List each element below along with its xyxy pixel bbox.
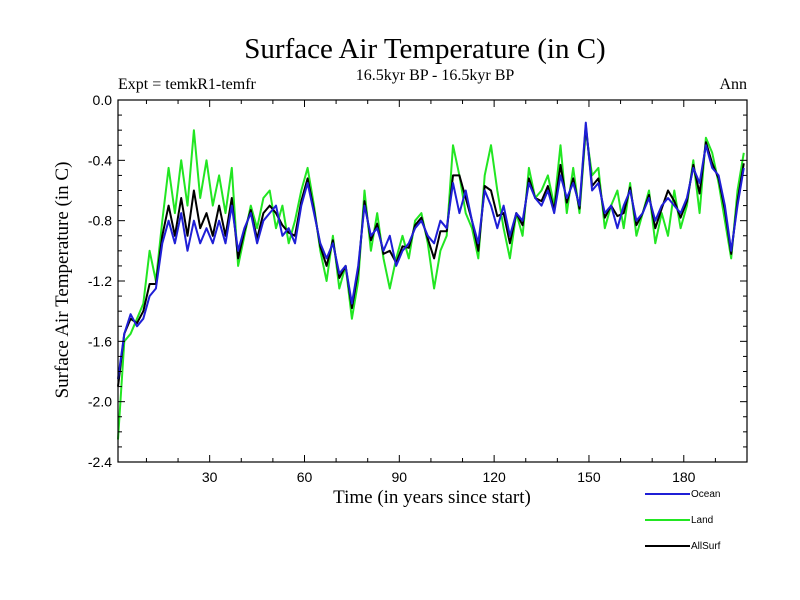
series-layer	[117, 121, 745, 440]
legend-label-ocean: Ocean	[691, 489, 720, 500]
series-line-ocean	[117, 121, 745, 380]
y-tick-label: -1.2	[88, 273, 112, 289]
axis-layer: 30 60 90 120 150 180 0.0 -0.4 -0.8 -1.2 -1.6 -2.0 -2…	[88, 92, 748, 485]
y-axis-label: Surface Air Temperature (in C)	[52, 162, 73, 399]
y-tick-label: -0.8	[88, 213, 112, 229]
x-tick-label: 90	[392, 469, 408, 485]
x-axis-label: Time (in years since start)	[333, 487, 531, 508]
y-tick-label: -0.4	[88, 152, 112, 168]
chart-title: Surface Air Temperature (in C)	[244, 33, 605, 65]
x-tick-label: 150	[577, 469, 601, 485]
x-tick-label: 180	[672, 469, 696, 485]
series-line-land	[117, 129, 745, 440]
legend-label-allsurf: AllSurf	[691, 541, 721, 552]
legend: Ocean Land AllSurf	[645, 489, 721, 552]
y-tick-label: -2.4	[88, 454, 112, 470]
chart-subtitle: 16.5kyr BP - 16.5kyr BP	[356, 67, 515, 84]
y-tick-label: -2.0	[88, 394, 112, 410]
x-tick-label: 60	[297, 469, 313, 485]
y-tick-label: 0.0	[93, 92, 113, 108]
season-label: Ann	[719, 76, 747, 93]
y-tick-label: -1.6	[88, 333, 112, 349]
series-line-allsurf	[117, 124, 745, 387]
x-tick-label: 120	[482, 469, 506, 485]
legend-label-land: Land	[691, 515, 713, 526]
experiment-label: Expt = temkR1-temfr	[118, 76, 257, 93]
x-tick-label: 30	[202, 469, 218, 485]
